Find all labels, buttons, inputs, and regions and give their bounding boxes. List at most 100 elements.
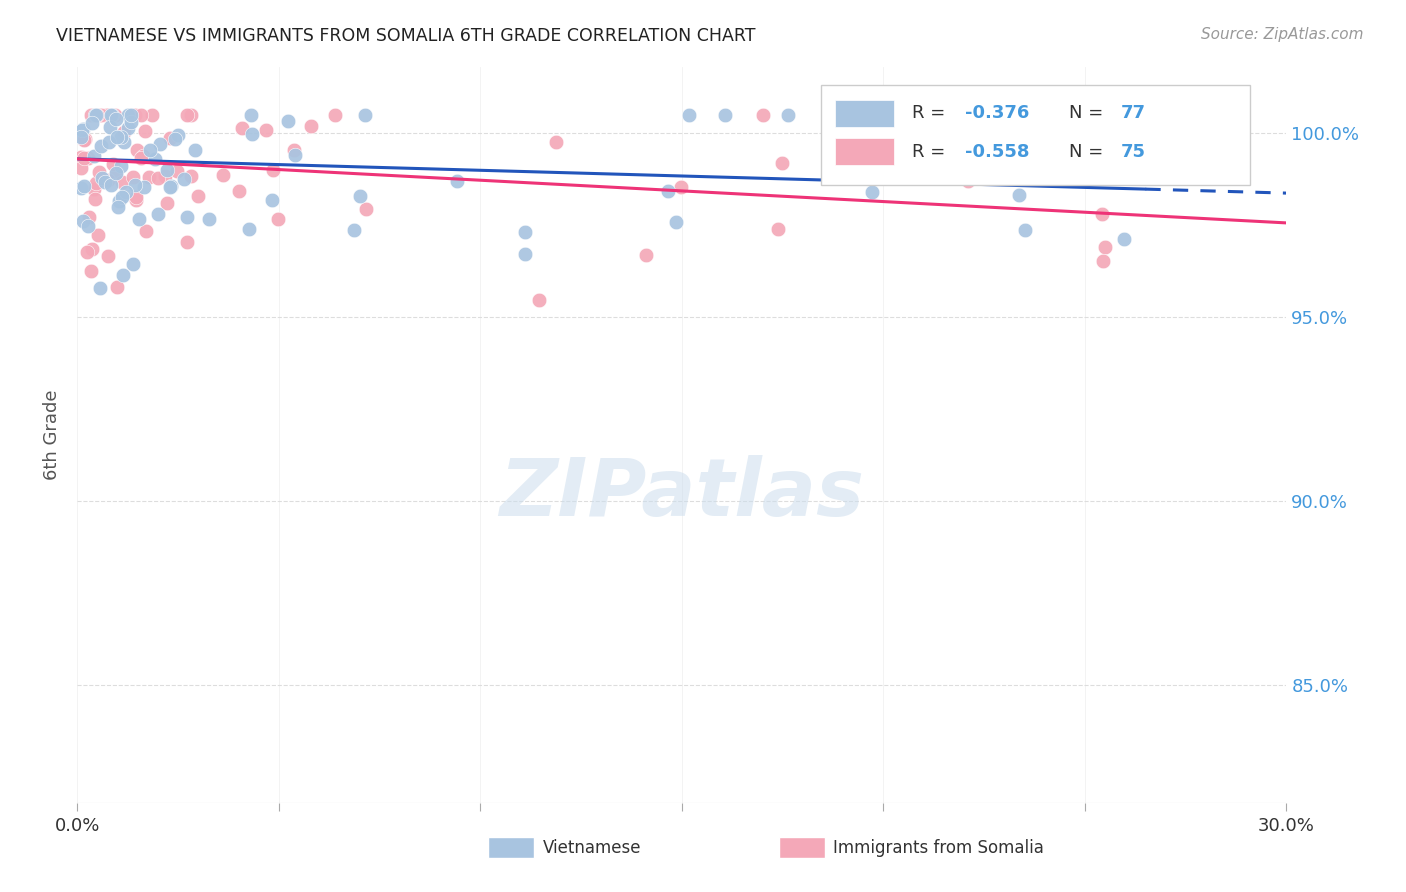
Point <box>83 182 105 196</box>
Point <box>90 108 112 122</box>
Point <box>184 143 207 157</box>
Text: VIETNAMESE VS IMMIGRANTS FROM SOMALIA 6TH GRADE CORRELATION CHART: VIETNAMESE VS IMMIGRANTS FROM SOMALIA 6T… <box>56 27 756 45</box>
Point <box>101 108 124 122</box>
Point <box>240 127 263 141</box>
Point <box>70 149 93 163</box>
Point <box>89 281 111 295</box>
Point <box>97 249 120 263</box>
Point <box>125 190 148 204</box>
Point <box>143 153 166 167</box>
Point <box>96 108 118 122</box>
Bar <box>488 838 534 858</box>
Point <box>111 175 134 189</box>
Point <box>72 214 94 228</box>
Point <box>176 235 198 250</box>
Point <box>176 211 198 225</box>
Text: 75: 75 <box>1121 143 1146 161</box>
Point <box>354 202 377 216</box>
Point <box>141 108 163 122</box>
Point <box>80 108 103 122</box>
Point <box>73 151 96 165</box>
Point <box>117 108 139 122</box>
Point <box>634 248 657 262</box>
Point <box>713 108 735 122</box>
Point <box>238 222 260 236</box>
Y-axis label: 6th Grade: 6th Grade <box>44 390 62 480</box>
Point <box>665 215 688 229</box>
Point <box>776 108 799 122</box>
Point <box>323 108 346 122</box>
Text: Vietnamese: Vietnamese <box>543 839 641 857</box>
Point <box>212 169 235 183</box>
Point <box>343 223 366 237</box>
Point <box>83 108 105 122</box>
Bar <box>835 100 894 127</box>
Point <box>76 245 98 260</box>
Text: -0.558: -0.558 <box>965 143 1029 161</box>
Point <box>146 171 169 186</box>
Point <box>852 139 875 153</box>
Point <box>80 116 103 130</box>
Point <box>669 179 692 194</box>
Point <box>149 137 172 152</box>
Point <box>77 211 100 225</box>
Point <box>752 108 775 122</box>
Point <box>860 185 883 199</box>
Point <box>72 133 94 147</box>
Point <box>354 108 377 122</box>
Text: Immigrants from Somalia: Immigrants from Somalia <box>832 839 1043 857</box>
Point <box>115 186 138 200</box>
Point <box>139 144 162 158</box>
Point <box>1094 240 1116 254</box>
Point <box>156 163 179 178</box>
Point <box>956 108 979 122</box>
Point <box>1104 134 1126 148</box>
Point <box>165 131 187 145</box>
Point <box>120 108 142 122</box>
Point <box>89 165 111 179</box>
Point <box>146 207 169 221</box>
Point <box>1014 223 1036 237</box>
Point <box>446 174 468 188</box>
Point <box>159 179 181 194</box>
Point <box>86 108 108 122</box>
Point <box>90 139 112 153</box>
Point <box>100 120 122 134</box>
FancyBboxPatch shape <box>821 86 1250 185</box>
Point <box>135 224 157 238</box>
Point <box>167 128 190 142</box>
Point <box>105 112 128 126</box>
Point <box>70 181 93 195</box>
Point <box>112 135 135 149</box>
Point <box>262 163 284 178</box>
Point <box>180 108 202 122</box>
Text: N =: N = <box>1069 104 1109 122</box>
Point <box>544 135 567 149</box>
Point <box>84 176 107 190</box>
Point <box>156 195 179 210</box>
Point <box>73 132 96 146</box>
Point <box>105 165 128 179</box>
Point <box>770 156 793 170</box>
Point <box>187 189 209 203</box>
Point <box>97 135 120 149</box>
Point <box>349 189 371 203</box>
Point <box>131 149 153 163</box>
Text: R =: R = <box>911 104 950 122</box>
Point <box>105 280 128 294</box>
Point <box>84 192 107 206</box>
Point <box>104 166 127 180</box>
Point <box>112 268 135 282</box>
Point <box>125 143 148 157</box>
Point <box>89 108 111 122</box>
Point <box>166 164 188 178</box>
Point <box>86 108 108 122</box>
Point <box>284 148 307 162</box>
Point <box>122 257 145 271</box>
Point <box>267 211 290 226</box>
Point <box>1092 254 1115 268</box>
Point <box>93 175 115 189</box>
Point <box>100 108 122 122</box>
Point <box>678 108 700 122</box>
Point <box>198 212 221 227</box>
